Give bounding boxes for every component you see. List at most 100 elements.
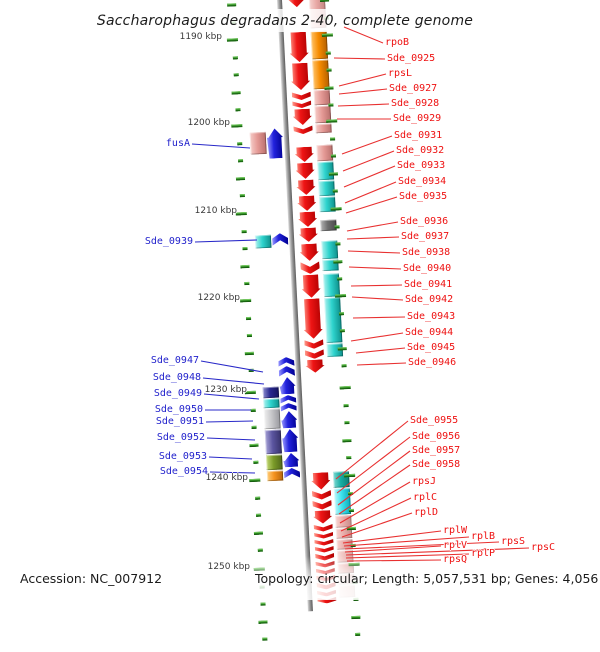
ruler-tick-minor <box>355 632 361 637</box>
gene-label[interactable]: Sde_0945 <box>407 342 456 353</box>
gene-label[interactable]: Sde_0939 <box>144 236 193 247</box>
gene-label[interactable]: rplV <box>443 540 468 551</box>
callout-line <box>340 497 412 532</box>
footer-stats: Topology: circular; Length: 5,057,531 bp… <box>255 571 599 586</box>
gene-label[interactable]: rpsL <box>388 68 413 79</box>
callout-line <box>341 512 413 538</box>
callout-line <box>343 26 384 44</box>
callout-line <box>342 530 442 544</box>
gene-label[interactable]: Sde_0955 <box>410 415 459 426</box>
gene-label[interactable]: Sde_0958 <box>412 459 461 470</box>
callout-line <box>336 436 411 494</box>
callout-line <box>203 393 260 400</box>
callout-line <box>347 250 401 254</box>
gene-label[interactable]: Sde_0932 <box>396 145 445 156</box>
callout-line <box>194 239 258 243</box>
gene-label[interactable]: rplP <box>471 548 496 559</box>
callout-line <box>335 420 409 480</box>
page-title: Saccharophagus degradans 2-40, complete … <box>96 13 474 29</box>
ruler-label: 1210 kbp <box>194 205 237 216</box>
gene-label[interactable]: rplW <box>443 525 468 536</box>
gene-label[interactable]: Sde_0931 <box>394 130 443 141</box>
callout-line <box>344 545 442 553</box>
ruler-tick-minor <box>260 602 266 606</box>
bottom-fade <box>0 556 600 600</box>
ruler-label: 1190 kbp <box>179 31 222 42</box>
gene-label[interactable]: Sde_0934 <box>398 176 447 187</box>
gene-label[interactable]: rpsC <box>531 542 556 553</box>
gene-label[interactable]: rpsS <box>501 536 526 547</box>
callout-line <box>333 57 386 60</box>
callout-line <box>346 221 399 232</box>
gene-label[interactable]: rpsQ <box>443 554 468 565</box>
ruler-tick-mid <box>351 615 361 619</box>
gene-label[interactable]: fusA <box>165 138 190 149</box>
callout-line <box>200 360 264 373</box>
callout-line <box>338 464 411 515</box>
callout-line <box>342 150 395 172</box>
callout-line <box>341 135 393 155</box>
gene-label[interactable]: Sde_0942 <box>405 294 454 305</box>
callout-line <box>344 541 500 550</box>
gene-label[interactable]: Sde_0950 <box>154 404 203 415</box>
ruler-tick-minor <box>262 637 268 641</box>
gene-label[interactable]: Sde_0938 <box>402 247 451 258</box>
callout-line <box>345 196 398 214</box>
gene-label[interactable]: Sde_0946 <box>408 357 457 368</box>
callout-line <box>343 165 396 188</box>
callout-line-layer <box>191 26 530 562</box>
gene-label[interactable]: Sde_0943 <box>407 311 456 322</box>
title-band <box>0 9 600 32</box>
callout-line <box>352 316 406 319</box>
gene-label[interactable]: Sde_0951 <box>155 416 204 427</box>
gene-label[interactable]: rplC <box>413 492 438 503</box>
callout-line <box>191 143 251 149</box>
ruler-tick-mid <box>258 619 268 624</box>
gene-label[interactable]: rpoB <box>385 37 410 48</box>
gene-label[interactable]: Sde_0941 <box>404 279 453 290</box>
gene-label[interactable]: Sde_0953 <box>158 451 207 462</box>
gene-label[interactable]: rplB <box>471 531 496 542</box>
footer-accession: Accession: NC_007912 <box>20 571 163 586</box>
callout-line <box>344 181 397 204</box>
gene-label[interactable]: Sde_0937 <box>401 231 450 242</box>
callout-line <box>202 377 265 385</box>
gene-label[interactable]: rpsJ <box>412 476 437 487</box>
gene-label[interactable]: Sde_0952 <box>156 432 205 443</box>
gene-label[interactable]: Sde_0936 <box>400 216 449 227</box>
callout-line <box>356 362 407 366</box>
callout-line <box>338 88 388 95</box>
callout-line <box>337 450 411 506</box>
gene-label[interactable]: Sde_0957 <box>412 445 461 456</box>
callout-line <box>348 266 402 270</box>
gene-label[interactable]: Sde_0925 <box>387 53 436 64</box>
gene-label[interactable]: Sde_0954 <box>159 466 208 477</box>
gene-label[interactable]: Sde_0935 <box>399 191 448 202</box>
callout-line <box>345 553 470 559</box>
gene-label[interactable]: Sde_0944 <box>405 327 454 338</box>
callout-line <box>350 284 403 287</box>
ruler-label: 1240 kbp <box>205 472 248 483</box>
callout-line <box>350 332 404 342</box>
callout-line <box>351 296 404 301</box>
gene-label[interactable]: rplD <box>414 507 439 518</box>
gene-label[interactable]: Sde_0929 <box>393 113 442 124</box>
ruler-label: 1220 kbp <box>197 292 240 303</box>
callout-line <box>343 536 470 547</box>
gene-label[interactable]: Sde_0940 <box>403 263 452 274</box>
ruler-label: 1250 kbp <box>207 561 250 572</box>
callout-line <box>208 456 253 460</box>
callout-line <box>206 437 256 441</box>
callout-line <box>337 103 390 107</box>
callout-line <box>345 547 530 556</box>
gene-label[interactable]: Sde_0933 <box>397 160 446 171</box>
gene-label[interactable]: Sde_0927 <box>389 83 438 94</box>
ruler-label: 1200 kbp <box>187 117 230 128</box>
gene-label[interactable]: Sde_0947 <box>150 355 199 366</box>
callout-line <box>355 347 406 354</box>
gene-label[interactable]: Sde_0948 <box>152 372 201 383</box>
gene-label[interactable]: Sde_0928 <box>391 98 440 109</box>
gene-label[interactable]: Sde_0949 <box>153 388 202 399</box>
gene-label[interactable]: Sde_0956 <box>412 431 461 442</box>
